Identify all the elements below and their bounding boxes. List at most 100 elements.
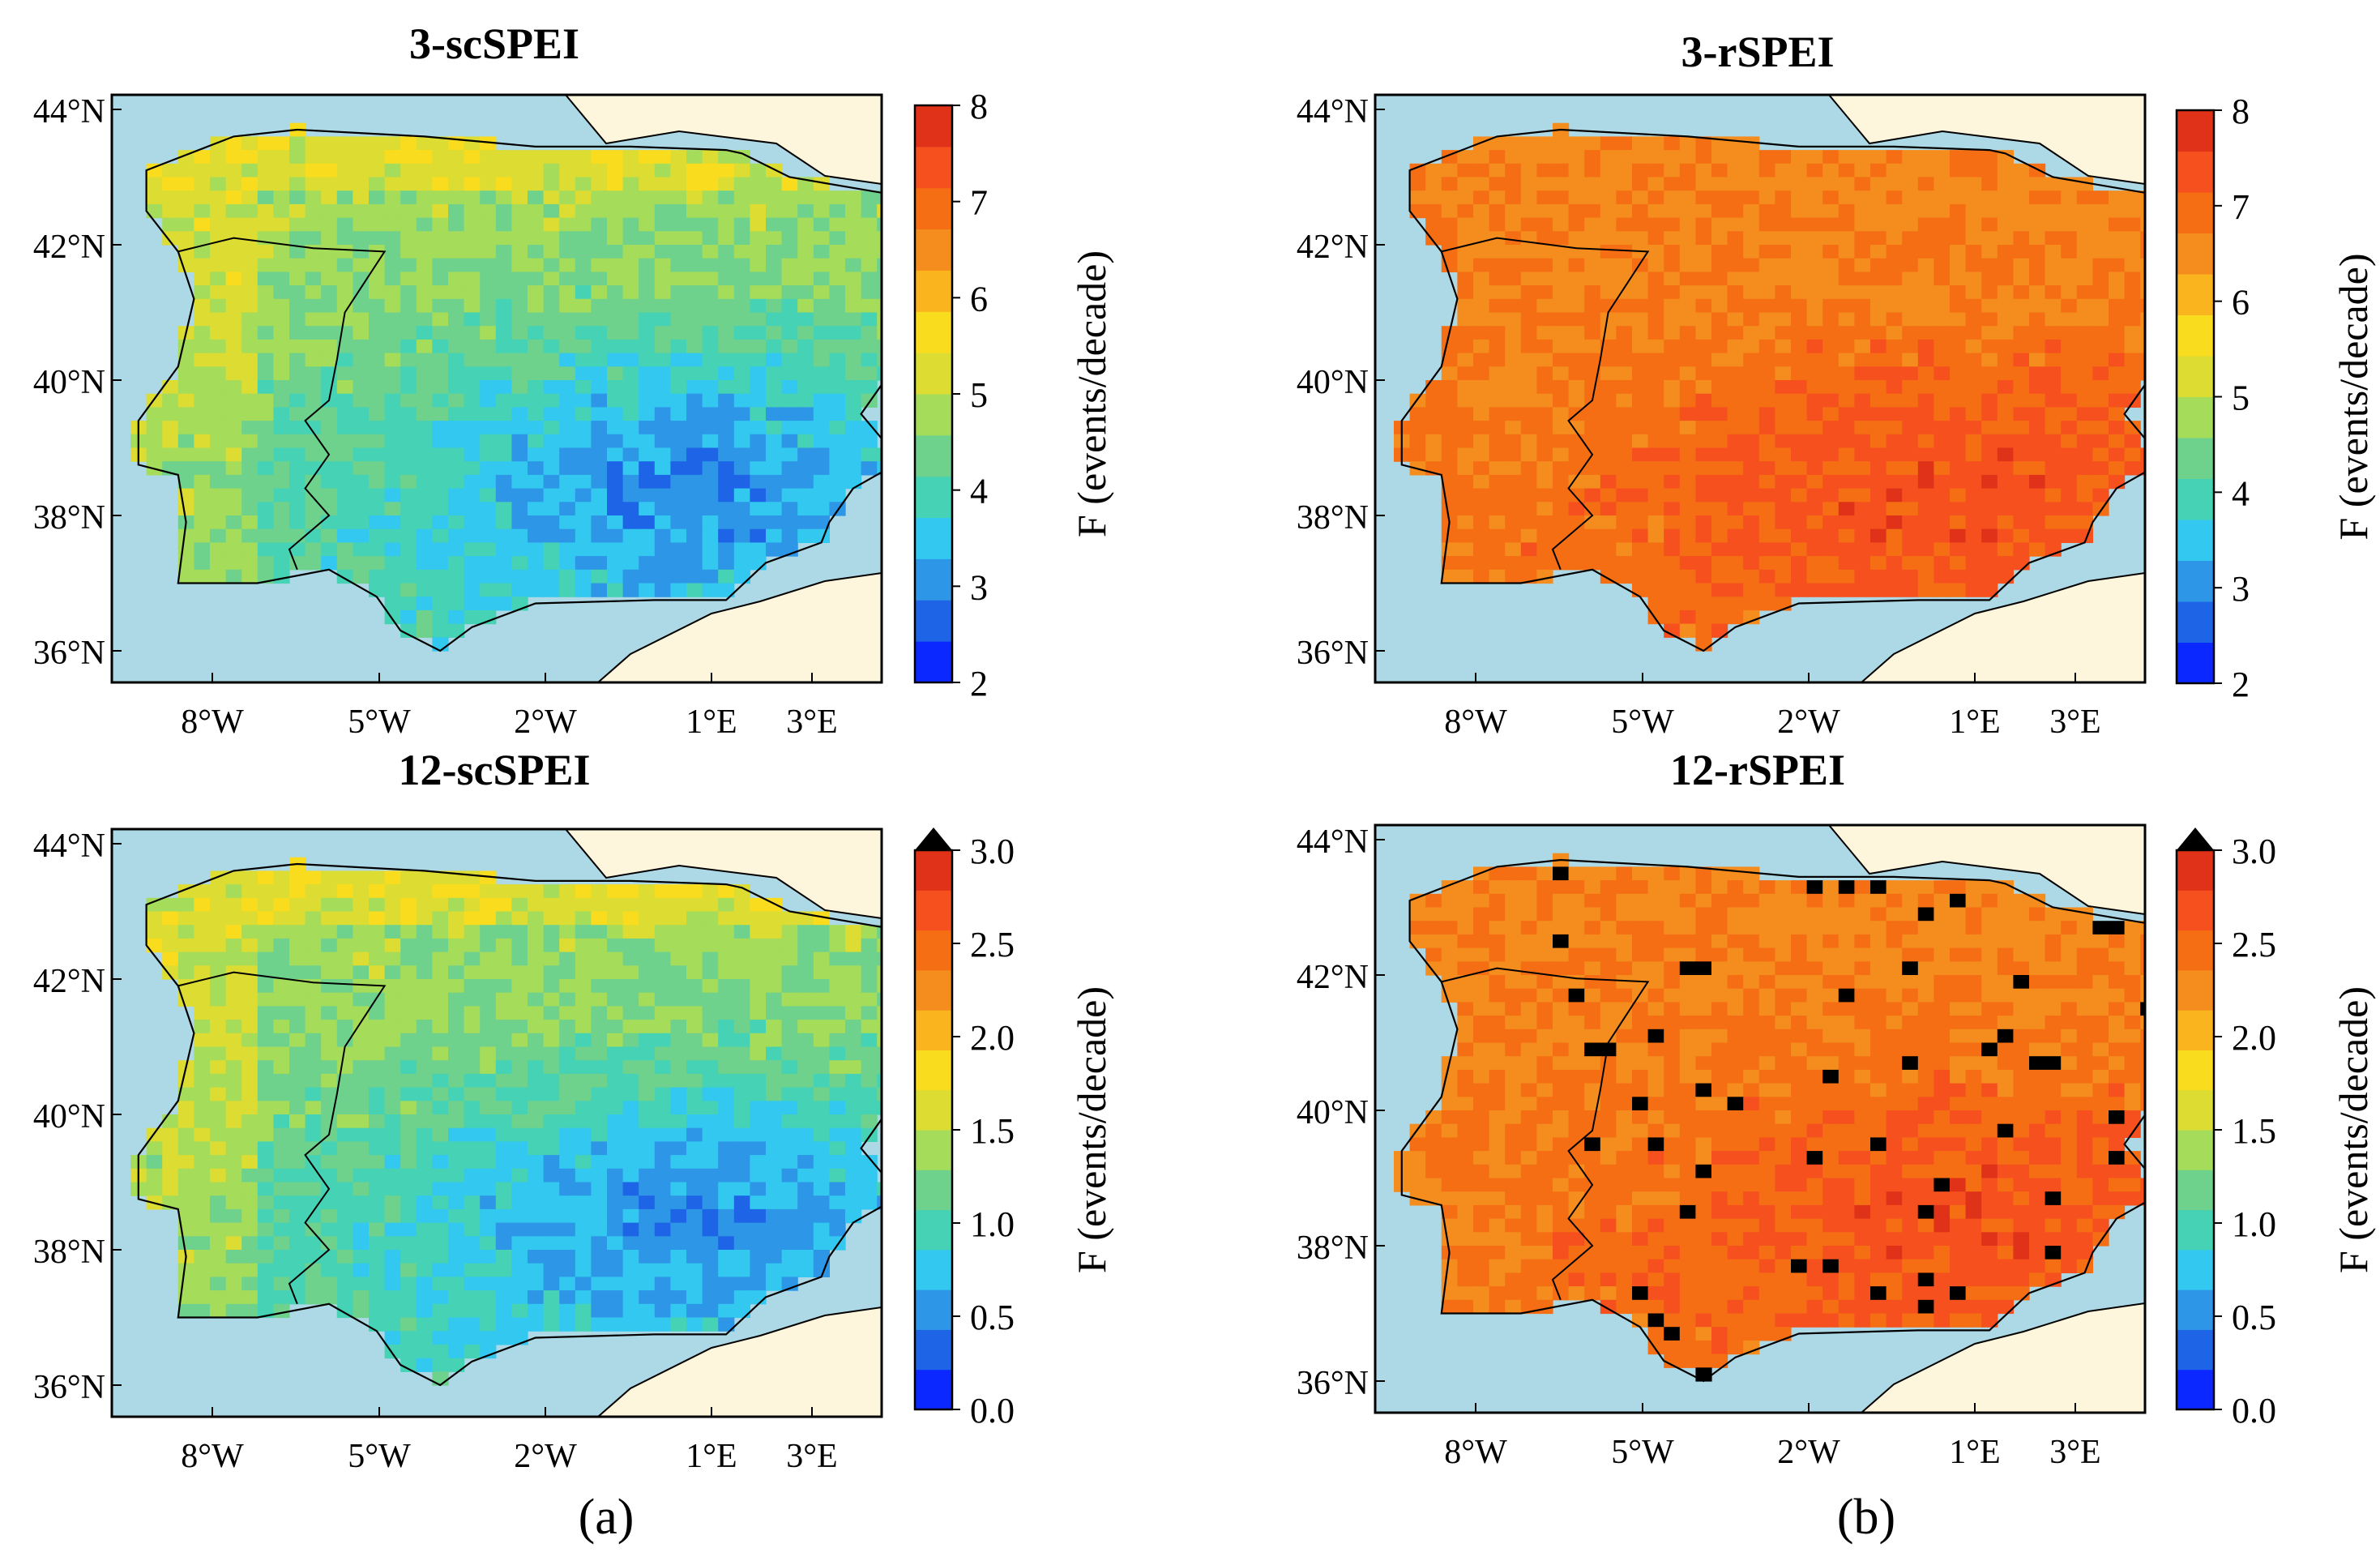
grid-cell <box>861 421 878 435</box>
grid-cell <box>1679 893 1696 909</box>
grid-cell <box>384 542 401 557</box>
grid-cell <box>702 542 719 557</box>
grid-cell <box>591 1033 608 1048</box>
grid-cell <box>464 258 481 272</box>
grid-cell <box>241 312 259 327</box>
grid-cell <box>639 1127 656 1142</box>
grid-cell <box>766 1141 783 1156</box>
grid-cell <box>511 421 528 435</box>
grid-cell <box>2045 203 2062 219</box>
grid-cell <box>718 258 735 272</box>
grid-cell <box>893 1060 909 1074</box>
grid-cell <box>2092 298 2109 314</box>
grid-cell <box>384 1073 401 1088</box>
grid-cell <box>877 461 882 476</box>
grid-cell <box>750 1060 767 1075</box>
grid-cell <box>289 1195 306 1210</box>
grid-cell <box>1568 177 1585 191</box>
grid-cell <box>1052 965 1068 979</box>
grid-cell <box>1854 461 1871 476</box>
grid-cell <box>639 884 656 899</box>
grid-cell <box>702 1020 719 1034</box>
grid-cell <box>241 353 259 367</box>
grid-cell <box>511 1020 528 1034</box>
grid-cell <box>1616 407 1633 421</box>
grid-cell <box>733 952 750 966</box>
grid-cell <box>1902 150 1919 165</box>
grid-cell <box>781 434 798 449</box>
grid-cell <box>1505 203 1522 219</box>
grid-cell <box>257 979 274 994</box>
grid-cell <box>1870 880 1887 895</box>
grid-cell <box>273 1195 290 1210</box>
grid-cell <box>448 1155 465 1170</box>
grid-cell <box>305 1290 322 1305</box>
grid-cell <box>591 190 608 205</box>
grid-cell <box>1489 339 1506 354</box>
grid-cell <box>1997 285 2014 300</box>
grid-cell <box>305 1006 322 1020</box>
grid-cell <box>639 461 656 476</box>
grid-cell <box>480 1155 497 1170</box>
grid-cell <box>448 1277 465 1291</box>
grid-cell <box>2061 272 2078 286</box>
grid-cell <box>384 1303 401 1319</box>
grid-cell <box>1822 556 1839 571</box>
grid-cell <box>1917 203 1934 219</box>
grid-cell <box>654 434 671 449</box>
grid-cell <box>686 245 703 259</box>
grid-cell <box>813 488 830 503</box>
grid-cell <box>1632 339 1649 354</box>
grid-cell <box>813 1046 830 1061</box>
grid-cell <box>702 884 719 899</box>
grid-cell <box>2029 421 2046 435</box>
grid-cell <box>686 1006 703 1020</box>
grid-cell <box>432 1277 449 1291</box>
grid-cell <box>702 1033 719 1048</box>
grid-cell <box>511 393 528 408</box>
grid-cell <box>2013 502 2030 516</box>
grid-cell <box>1632 907 1649 922</box>
grid-cell <box>1194 1114 1211 1128</box>
grid-cell <box>464 326 481 340</box>
grid-cell <box>829 245 846 259</box>
grid-cell <box>718 217 735 232</box>
grid-cell <box>1505 447 1522 462</box>
grid-cell <box>416 474 433 490</box>
grid-cell <box>622 1155 639 1170</box>
grid-cell <box>893 993 909 1007</box>
grid-cell <box>766 1236 783 1251</box>
grid-cell <box>1727 339 1744 354</box>
grid-cell <box>289 177 306 191</box>
colorbar-bin <box>915 558 952 601</box>
grid-cell <box>813 938 830 953</box>
grid-cell <box>1902 556 1919 571</box>
grid-cell <box>654 163 671 178</box>
grid-cell <box>1441 407 1458 421</box>
grid-cell <box>1409 190 1426 205</box>
grid-cell <box>1758 893 1775 909</box>
grid-cell <box>2347 231 2363 245</box>
grid-cell <box>797 938 814 953</box>
grid-cell <box>1664 866 1681 881</box>
grid-cell <box>1917 380 1934 395</box>
grid-cell <box>781 911 798 926</box>
grid-cell <box>766 1277 783 1291</box>
grid-cell <box>1917 893 1934 909</box>
grid-cell <box>2045 461 2062 476</box>
grid-cell <box>2140 272 2145 286</box>
grid-cell <box>1553 528 1570 543</box>
grid-cell <box>1743 339 1760 354</box>
grid-cell <box>336 298 353 314</box>
grid-cell <box>797 353 814 367</box>
grid-cell <box>353 1101 370 1115</box>
grid-cell <box>1409 163 1426 178</box>
grid-cell <box>416 177 433 191</box>
grid-cell <box>1711 461 1728 476</box>
grid-cell <box>686 1290 703 1305</box>
grid-cell <box>559 952 576 966</box>
grid-cell <box>670 911 687 926</box>
grid-cell <box>336 1250 353 1264</box>
